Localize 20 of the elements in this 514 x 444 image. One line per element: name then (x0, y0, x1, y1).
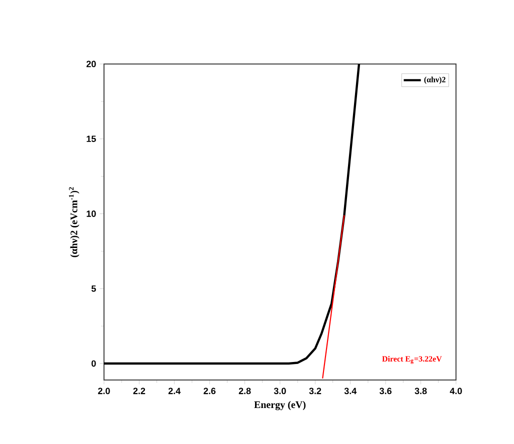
y-tick-label: 15 (86, 136, 96, 142)
x-tick-label: 3.8 (414, 388, 427, 394)
x-tick-label: 2.8 (238, 388, 251, 394)
y-axis-title: (αhν)2 (eVcm$^{-1}$)$^{2}$ (68, 187, 80, 258)
x-tick-label: 2.0 (98, 388, 110, 394)
x-tick-label: 3.0 (274, 388, 286, 394)
x-tick-label: 2.6 (204, 388, 216, 394)
x-tick-label: 3.6 (380, 388, 392, 394)
x-tick-label: 4.0 (450, 388, 462, 394)
x-axis-title: Energy (eV) (254, 401, 306, 410)
y-tick-label: 20 (86, 60, 96, 68)
x-tick-label: 2.4 (168, 388, 181, 394)
y-tick-label: 0 (92, 360, 96, 367)
x-tick-label: 2.2 (133, 388, 146, 394)
x-tick-label: 3.2 (309, 388, 322, 394)
annotation: Direct E$_{g}$=3.22eV (382, 356, 442, 364)
x-tick-label: 3.4 (344, 388, 357, 394)
y-tick-label: 10 (86, 210, 96, 217)
y-tick-label: 5 (91, 285, 96, 292)
legend-label: (αhν)2 (424, 76, 446, 84)
